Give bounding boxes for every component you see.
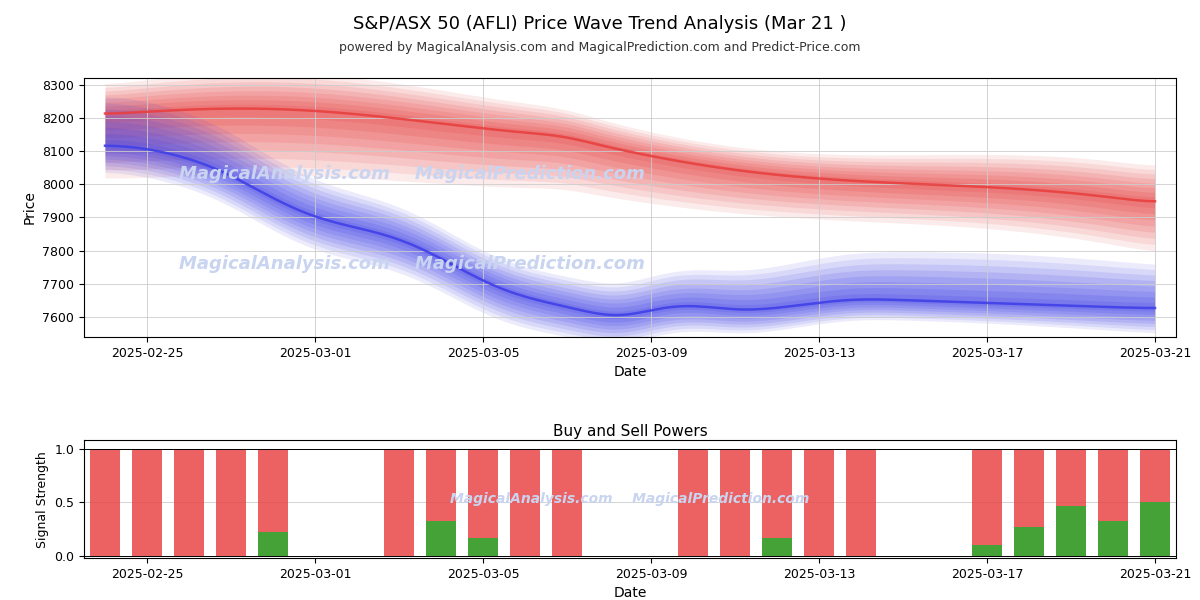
Bar — [216, 449, 246, 556]
Bar — [90, 449, 120, 556]
Bar — [678, 449, 708, 556]
Bar — [762, 449, 792, 556]
Bar — [720, 449, 750, 556]
Title: Buy and Sell Powers: Buy and Sell Powers — [553, 424, 707, 439]
Bar — [258, 449, 288, 556]
Bar — [1014, 449, 1044, 556]
Text: MagicalAnalysis.com    MagicalPrediction.com: MagicalAnalysis.com MagicalPrediction.co… — [179, 256, 644, 274]
Bar — [426, 449, 456, 556]
Bar — [1140, 449, 1170, 556]
Bar — [552, 449, 582, 556]
Text: powered by MagicalAnalysis.com and MagicalPrediction.com and Predict-Price.com: powered by MagicalAnalysis.com and Magic… — [340, 41, 860, 54]
X-axis label: Date: Date — [613, 365, 647, 379]
Bar — [132, 449, 162, 556]
Bar — [972, 545, 1002, 556]
Bar — [468, 449, 498, 556]
Bar — [510, 449, 540, 556]
Y-axis label: Price: Price — [23, 190, 37, 224]
Bar — [384, 449, 414, 556]
Bar — [1056, 506, 1086, 556]
Bar — [846, 449, 876, 556]
Y-axis label: Signal Strength: Signal Strength — [36, 451, 49, 548]
Bar — [762, 538, 792, 556]
Bar — [1056, 449, 1086, 556]
Bar — [1014, 527, 1044, 556]
X-axis label: Date: Date — [613, 586, 647, 600]
Bar — [972, 449, 1002, 556]
Text: MagicalAnalysis.com    MagicalPrediction.com: MagicalAnalysis.com MagicalPrediction.co… — [179, 165, 644, 183]
Bar — [468, 538, 498, 556]
Bar — [804, 449, 834, 556]
Text: S&P/ASX 50 (AFLI) Price Wave Trend Analysis (Mar 21 ): S&P/ASX 50 (AFLI) Price Wave Trend Analy… — [353, 15, 847, 33]
Bar — [426, 521, 456, 556]
Bar — [1098, 521, 1128, 556]
Bar — [174, 449, 204, 556]
Bar — [258, 532, 288, 556]
Bar — [1140, 502, 1170, 556]
Text: MagicalAnalysis.com    MagicalPrediction.com: MagicalAnalysis.com MagicalPrediction.co… — [450, 492, 810, 506]
Bar — [1098, 449, 1128, 556]
